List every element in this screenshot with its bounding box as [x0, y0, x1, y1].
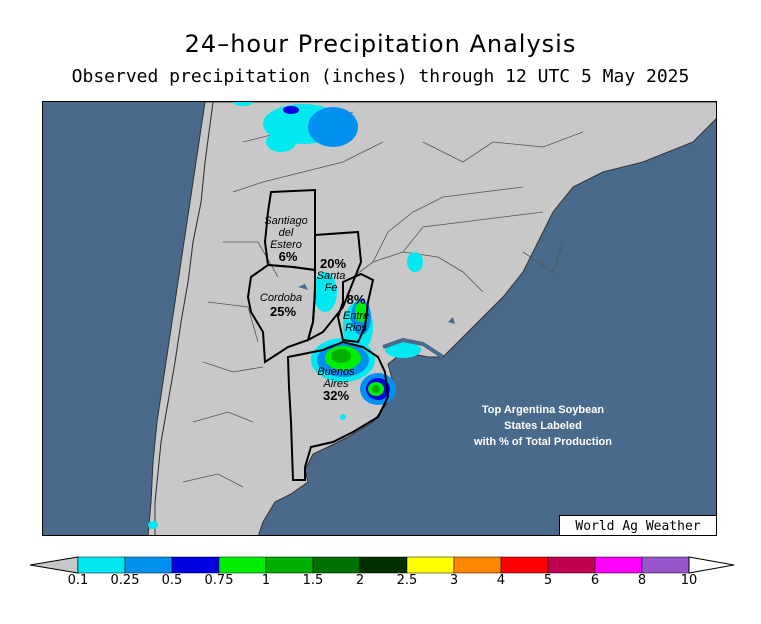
legend-label: 0.75: [205, 573, 234, 588]
legend-swatch: [360, 557, 407, 573]
state-name-line: Buenos: [311, 366, 361, 378]
note-line: States Labeled: [443, 418, 643, 434]
legend-swatch: [595, 557, 642, 573]
legend-label: 2: [356, 573, 364, 588]
label-cordoba: Cordoba: [256, 292, 306, 304]
map-svg: [43, 102, 717, 536]
label-santiago-del-estero: Santiago del Estero: [261, 215, 311, 251]
credit-box: World Ag Weather: [559, 515, 716, 536]
legend-swatch: [548, 557, 595, 573]
pct-entre-rios: 8%: [341, 292, 371, 307]
legend-swatch: [125, 557, 172, 573]
legend-swatch: [407, 557, 454, 573]
legend-label: 5: [544, 573, 552, 588]
legend-label: 1.5: [303, 573, 324, 588]
chart-subtitle: Observed precipitation (inches) through …: [0, 66, 761, 87]
state-name-line: del: [261, 227, 311, 239]
legend-swatch: [219, 557, 266, 573]
note-line: Top Argentina Soybean: [443, 402, 643, 418]
pct-buenos-aires: 32%: [318, 388, 354, 403]
legend-label: 3: [450, 573, 458, 588]
legend-swatch: [454, 557, 501, 573]
precipitation-map: Santiago del Estero 6% 20% Santa Fe Cord…: [42, 101, 717, 536]
legend-label: 4: [497, 573, 505, 588]
legend-swatch: [78, 557, 125, 573]
legend-labels: 0.1 0.25 0.5 0.75 1 1.5 2 2.5 3 4 5 6 8 10: [0, 573, 761, 593]
legend-label: 8: [638, 573, 646, 588]
state-name-line: Rios: [338, 322, 374, 334]
legend-label: 6: [591, 573, 599, 588]
soybean-note: Top Argentina Soybean States Labeled wit…: [443, 402, 643, 450]
legend-swatch: [501, 557, 548, 573]
legend-label: 0.5: [162, 573, 183, 588]
note-line: with % of Total Production: [443, 434, 643, 450]
legend-under-triangle: [30, 557, 78, 573]
state-name-line: Cordoba: [256, 292, 306, 304]
legend-swatch: [172, 557, 219, 573]
chart-title: 24–hour Precipitation Analysis: [0, 30, 761, 58]
legend-swatch: [266, 557, 313, 573]
pct-santiago-del-estero: 6%: [273, 249, 303, 264]
color-legend: [30, 555, 735, 575]
legend-label: 10: [681, 573, 698, 588]
legend-label: 1: [262, 573, 270, 588]
pct-cordoba: 25%: [265, 304, 301, 319]
state-name-line: Santiago: [261, 215, 311, 227]
legend-label: 0.25: [111, 573, 140, 588]
legend-swatch: [313, 557, 360, 573]
state-name-line: Santa: [313, 270, 349, 282]
legend-swatch: [642, 557, 689, 573]
legend-over-triangle: [689, 557, 734, 573]
state-name-line: Entre: [338, 310, 374, 322]
pct-santa-fe: 20%: [315, 256, 351, 271]
legend-label: 0.1: [68, 573, 89, 588]
legend-label: 2.5: [397, 573, 418, 588]
label-santa-fe: Santa Fe: [313, 270, 349, 294]
label-buenos-aires: Buenos Aires: [311, 366, 361, 390]
label-entre-rios: Entre Rios: [338, 310, 374, 334]
